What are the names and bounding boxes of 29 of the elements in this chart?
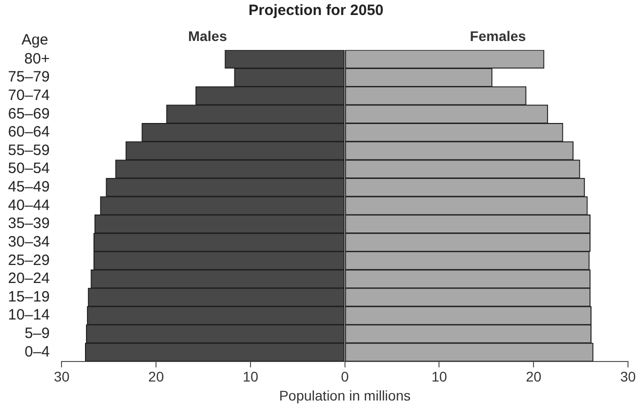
y-axis-title: Age (22, 32, 48, 49)
y-tick-label: 45–49 (8, 178, 50, 196)
y-tick-label: 0–4 (24, 343, 50, 360)
y-tick-label: 50–54 (8, 160, 50, 178)
y-tick-label: 80+ (24, 50, 50, 68)
y-tick-label: 60–64 (8, 124, 50, 141)
y-tick-label: 10–14 (8, 306, 50, 324)
y-tick-label: 65–69 (8, 105, 50, 122)
y-tick-label: 55–59 (8, 142, 50, 159)
x-tick-label: 30 (54, 368, 70, 385)
x-tick-label: 10 (431, 368, 448, 385)
x-tick-label: 20 (526, 368, 542, 385)
y-tick-label: 15–19 (8, 288, 50, 306)
y-tick-label: 20–24 (8, 270, 50, 288)
y-tick-label: 25–29 (8, 252, 50, 269)
chart-title: Projection for 2050 (248, 2, 384, 20)
series-label: Males (188, 28, 228, 44)
x-tick-label: 10 (242, 368, 258, 385)
y-tick-label: 30–34 (8, 233, 50, 250)
y-tick-label: 35–39 (8, 215, 50, 232)
x-tick-label: 30 (620, 368, 636, 385)
y-tick-label: 75–79 (8, 68, 50, 86)
x-axis-title: Population in millions (279, 387, 411, 404)
x-tick-label: 0 (340, 368, 349, 385)
y-tick-label: 70–74 (8, 86, 50, 104)
y-tick-label: 40–44 (8, 196, 50, 214)
series-label: Females (470, 28, 526, 44)
x-tick-label: 20 (148, 368, 164, 385)
y-tick-label: 5–9 (24, 325, 50, 342)
